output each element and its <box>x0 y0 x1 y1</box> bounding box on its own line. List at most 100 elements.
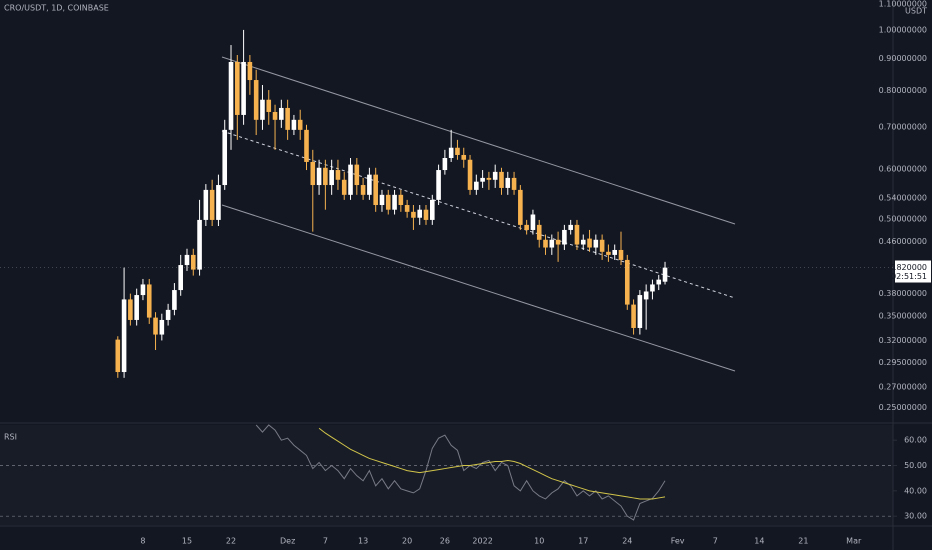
rsi-line <box>318 427 666 500</box>
x-tick-label: 21 <box>798 537 808 546</box>
candle-body <box>392 194 397 210</box>
candle-body <box>184 254 190 266</box>
y-tick-label: 60.00 <box>904 436 927 445</box>
y-tick-label: 0.80000000 <box>879 86 927 95</box>
y-tick-label: 0.38000000 <box>879 289 927 298</box>
candle-body <box>499 171 504 188</box>
x-tick-label: 15 <box>182 537 192 546</box>
candle-body <box>304 129 309 162</box>
candle-body <box>436 170 441 200</box>
x-tick-label: 24 <box>622 537 632 546</box>
x-tick-label: 10 <box>534 537 544 546</box>
candle-body <box>650 284 655 292</box>
candle-body <box>404 205 410 212</box>
y-tick-label: 0.60000000 <box>879 165 927 174</box>
candle-body <box>260 99 265 120</box>
candle-body <box>385 194 391 210</box>
last-price-tag <box>895 260 931 283</box>
candle-body <box>367 174 372 195</box>
last-price-label: 0.41820000 <box>879 263 927 272</box>
channel-upper <box>221 56 736 225</box>
candle-body <box>643 291 649 300</box>
candle-body <box>241 61 246 115</box>
channel <box>221 56 736 372</box>
countdown-label: 02:51:51 <box>891 272 927 281</box>
candle-body <box>587 238 592 248</box>
candle-body <box>379 194 385 206</box>
candle-body <box>153 317 158 335</box>
candle-body <box>222 129 228 186</box>
candle-body <box>190 254 196 270</box>
candle-body <box>272 111 278 120</box>
candle-body <box>530 214 536 230</box>
candle-body <box>524 224 529 230</box>
candle-body <box>656 279 662 285</box>
candle-body <box>480 177 485 182</box>
candle-body <box>612 249 618 255</box>
y-tick-label: 0.90000000 <box>879 54 927 63</box>
y-tick-label: 50.00 <box>904 461 927 470</box>
candle-body <box>398 194 404 206</box>
candle-body <box>492 171 498 180</box>
x-tick-label: 2022 <box>472 537 492 546</box>
candle-body <box>467 159 473 190</box>
candle-body <box>448 147 454 159</box>
candle-body <box>574 224 580 245</box>
rsi-pane <box>0 425 893 525</box>
candle-body <box>429 199 435 220</box>
candle-body <box>549 239 555 248</box>
candle-body <box>266 99 272 112</box>
y-tick-label: 0.54000000 <box>879 193 927 202</box>
y-tick-label: 0.25000000 <box>879 403 927 412</box>
candle-body <box>121 299 127 373</box>
candle-body <box>505 177 511 188</box>
candle-body <box>624 259 630 305</box>
candle-body <box>455 147 460 155</box>
x-tick-label: Mar <box>846 537 862 546</box>
candle-body <box>486 177 492 180</box>
y-tick-label: 30.00 <box>904 512 927 521</box>
candle-body <box>631 304 636 328</box>
x-tick-label: 22 <box>226 537 236 546</box>
y-tick-label: 0.70000000 <box>879 123 927 132</box>
candle-body <box>599 239 605 252</box>
candle-body <box>323 167 328 186</box>
y-tick-label: 0.27000000 <box>879 382 927 391</box>
x-tick-label: 7 <box>713 537 718 546</box>
candle-body <box>580 239 586 245</box>
candle-body <box>146 284 152 318</box>
candle-body <box>417 209 423 218</box>
candle-body <box>134 295 139 320</box>
candle-body <box>442 158 448 171</box>
candle-body <box>216 185 221 220</box>
candle-body <box>562 229 567 245</box>
y-tick-label: 0.35000000 <box>879 312 927 321</box>
x-tick-label: 17 <box>578 537 588 546</box>
candle-body <box>297 119 303 130</box>
x-tick-label: 14 <box>754 537 764 546</box>
candle-body <box>165 309 171 320</box>
candle-body <box>316 167 322 186</box>
candle-body <box>568 224 573 230</box>
candle-body <box>329 170 334 186</box>
candle-body <box>115 339 121 373</box>
candle-body <box>373 174 378 206</box>
candle-body <box>354 164 360 186</box>
y-tick-label: 0.46000000 <box>879 237 927 246</box>
x-tick-label: 26 <box>440 537 450 546</box>
candle-body <box>140 284 146 296</box>
candle-body <box>228 61 234 130</box>
x-tick-label: Fev <box>671 537 685 546</box>
x-tick-label: 20 <box>402 537 412 546</box>
candle-body <box>335 170 341 180</box>
candle-body <box>310 161 316 186</box>
candle-body <box>197 219 202 270</box>
candle-body <box>618 249 624 260</box>
x-tick-label: 7 <box>323 537 328 546</box>
rsi-title: RSI <box>4 433 17 442</box>
candle-body <box>253 80 259 120</box>
y-tick-label: 1.00000000 <box>879 25 927 34</box>
candle-body <box>159 319 165 335</box>
candle-body <box>128 299 133 320</box>
